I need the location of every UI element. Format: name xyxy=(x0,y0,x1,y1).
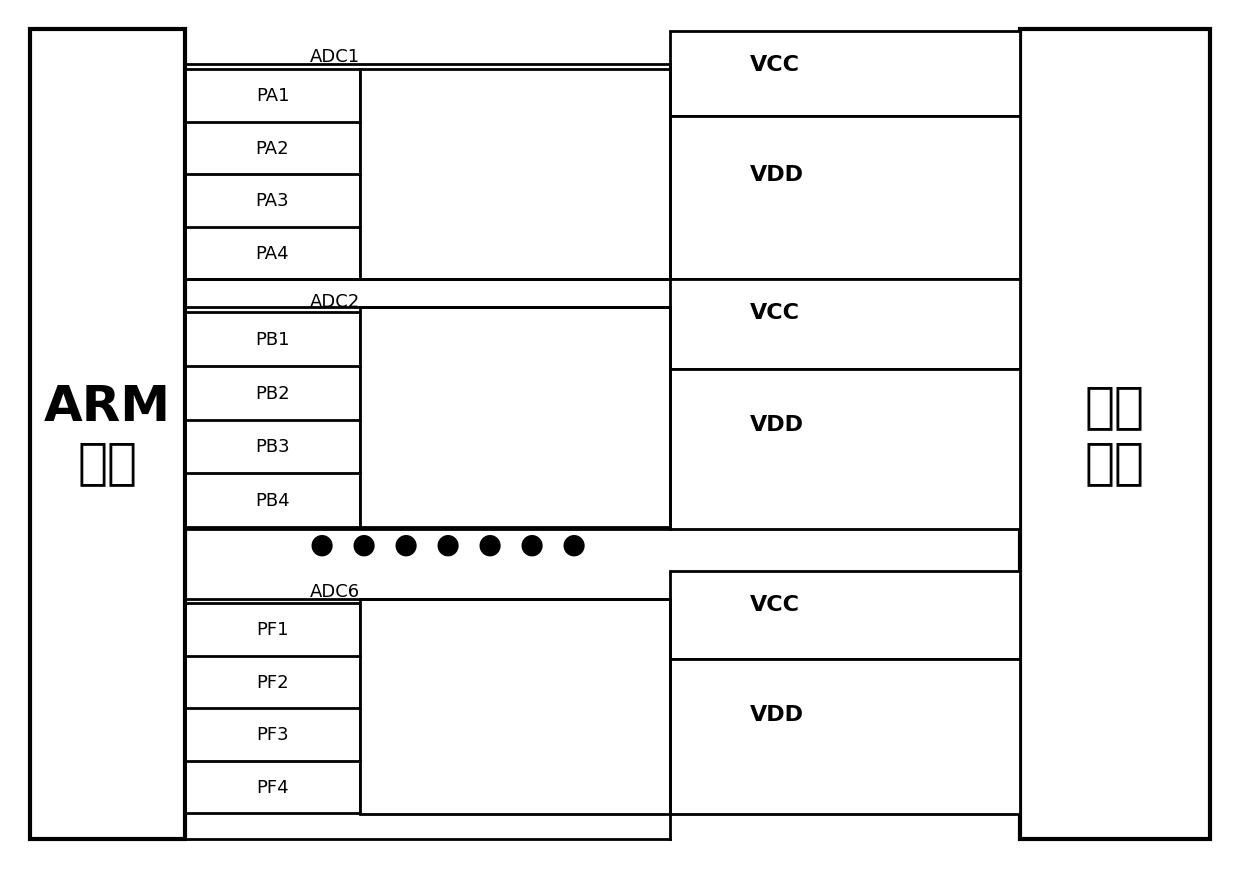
Bar xyxy=(185,70,360,280)
Bar xyxy=(670,369,1021,529)
Text: ADC6: ADC6 xyxy=(310,582,360,600)
Text: ADC2: ADC2 xyxy=(310,293,361,310)
Text: VCC: VCC xyxy=(750,55,800,75)
Text: PA3: PA3 xyxy=(255,192,289,210)
Text: VDD: VDD xyxy=(750,165,804,185)
Bar xyxy=(670,32,1021,116)
Text: PF3: PF3 xyxy=(257,726,289,743)
Bar xyxy=(360,308,670,527)
Text: ARM
芯片: ARM 芯片 xyxy=(43,382,171,487)
Bar xyxy=(670,280,1021,369)
Text: PB1: PB1 xyxy=(255,330,290,348)
Bar xyxy=(185,603,360,813)
Bar xyxy=(670,660,1021,814)
Text: PF2: PF2 xyxy=(257,673,289,691)
Bar xyxy=(670,116,1021,280)
Text: PB4: PB4 xyxy=(255,492,290,509)
Text: PB3: PB3 xyxy=(255,438,290,456)
Text: PA4: PA4 xyxy=(255,244,289,262)
Text: ADC1: ADC1 xyxy=(310,48,360,66)
Bar xyxy=(185,313,360,527)
Text: VDD: VDD xyxy=(750,704,804,724)
Text: VCC: VCC xyxy=(750,302,800,322)
Text: PF4: PF4 xyxy=(257,778,289,796)
Bar xyxy=(360,600,670,814)
Bar xyxy=(360,70,670,280)
Text: VCC: VCC xyxy=(750,594,800,614)
Text: 电源
电路: 电源 电路 xyxy=(1085,382,1145,487)
Text: PA2: PA2 xyxy=(255,140,289,157)
Bar xyxy=(670,571,1021,660)
Text: PF1: PF1 xyxy=(257,620,289,639)
Text: VDD: VDD xyxy=(750,415,804,434)
Text: ●  ●  ●  ●  ●  ●  ●: ● ● ● ● ● ● ● xyxy=(310,530,587,559)
Text: PB2: PB2 xyxy=(255,384,290,402)
Bar xyxy=(30,30,185,839)
Text: PA1: PA1 xyxy=(255,87,289,105)
Bar xyxy=(1021,30,1210,839)
